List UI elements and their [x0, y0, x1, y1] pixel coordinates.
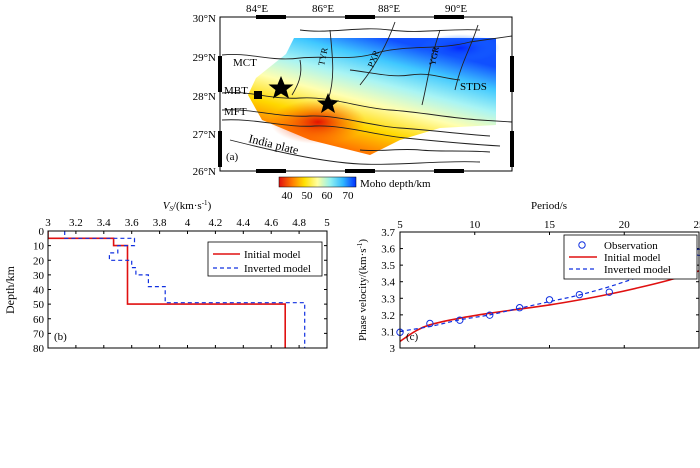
panel-c-frame [399, 231, 700, 349]
lat-tick-26: 26°N [193, 166, 216, 178]
b-ytick-label: 10 [33, 241, 45, 253]
b-xtick-label: 4 [185, 217, 191, 229]
b-ytick-label: 50 [33, 299, 45, 311]
observation-point [486, 311, 494, 319]
lat-tick-29: 29°N [193, 52, 216, 64]
panel-b-xlabel-sup: -1 [202, 199, 208, 207]
fault-label-ygr: YGR [427, 46, 441, 67]
c-xtick-label: 5 [397, 219, 403, 231]
observation-point [545, 296, 554, 304]
c-ytick-label: 3.1 [381, 326, 395, 338]
panel-b-label: (b) [54, 331, 67, 343]
lat-tick-27: 27°N [193, 129, 216, 141]
fault-lines [221, 21, 512, 165]
panel-a-map: 84°E 86°E 88°E 90°E 30°N 29°N 28°N 27°N … [193, 3, 514, 202]
lat-tick-28: 28°N [193, 91, 216, 103]
c-xtick-label: 20 [619, 219, 631, 231]
b-xtick-label: 4.8 [292, 217, 306, 229]
star-marker-west [268, 76, 294, 99]
lat-tick-30: 30°N [193, 13, 216, 25]
legend-c-inverted-label: Inverted model [604, 264, 671, 276]
panel-c-ylabel: Phase velocity/(km·s-1) [356, 239, 369, 341]
colorbar-tick-60: 60 [322, 190, 334, 202]
colorbar-tick-40: 40 [282, 190, 294, 202]
observation-point [515, 304, 524, 312]
b-xtick-label: 3.8 [153, 217, 167, 229]
fault-label-mbt: MBT [224, 85, 248, 97]
star-marker-east [317, 93, 339, 113]
panel-c-chart: Period/s 5 10 15 20 25 3 3.1 3.2 3.3 3.4 3.5 3.6 3.… [356, 200, 700, 355]
panel-c-ylabel-end: ) [357, 239, 369, 243]
b-ytick-label: 0 [39, 226, 45, 238]
moho-hotspot [270, 100, 366, 144]
legend-c-observation-swatch [578, 241, 586, 249]
observation-point [605, 288, 613, 296]
b-xtick-label: 5 [324, 217, 330, 229]
b-xtick-label: 4.6 [264, 217, 278, 229]
lon-tick-88: 88°E [378, 3, 400, 15]
map-frame-marks [218, 15, 514, 173]
c-ytick-label: 3.6 [381, 244, 395, 256]
panel-c-legend: Observation Initial model Inverted model [563, 234, 698, 280]
panel-b-xlabel-end: ) [208, 200, 212, 212]
panel-c-initial-model-line [400, 270, 699, 343]
colorbar-label: Moho depth/km [360, 178, 431, 190]
c-xtick-label: 10 [469, 219, 481, 231]
moho-colorbar [278, 176, 357, 188]
panel-b-ylabel: Depth/km [3, 265, 17, 314]
panel-b-xlabel: VS/(km·s-1) [163, 199, 212, 213]
b-ytick-label: 70 [33, 328, 45, 340]
lon-tick-84: 84°E [246, 3, 268, 15]
c-xtick-label: 25 [694, 219, 700, 231]
panel-b-xlabel-main: V [163, 200, 171, 212]
colorbar-tick-70: 70 [343, 190, 355, 202]
lon-tick-90: 90°E [445, 3, 467, 15]
legend-c-observation-label: Observation [604, 240, 658, 252]
c-ytick-label: 3.2 [381, 310, 395, 322]
panel-b-inverted-model-line [64, 231, 306, 348]
b-ytick-label: 30 [33, 270, 45, 282]
b-ytick-label: 60 [33, 314, 45, 326]
panel-a-label: (a) [226, 151, 239, 163]
panel-b-xticks: 3 3.2 3.4 3.6 3.8 4 4.2 4.4 4.6 4.8 5 [45, 217, 330, 348]
legend-b-initial-label: Initial model [244, 249, 301, 261]
lon-tick-86: 86°E [312, 3, 334, 15]
observation-point [456, 316, 464, 324]
station-square-marker [254, 91, 262, 99]
panel-b-xlabel-rest: /(km·s [173, 200, 202, 212]
panel-c-label: (c) [406, 331, 419, 343]
legend-c-initial-label: Initial model [604, 252, 661, 264]
b-xtick-label: 3.4 [97, 217, 111, 229]
panel-b-frame [47, 230, 328, 349]
b-ytick-label: 80 [33, 343, 45, 355]
fault-label-mft: MFT [224, 106, 247, 118]
panel-b-legend: Initial model Inverted model [207, 241, 323, 277]
b-xtick-label: 3.2 [69, 217, 83, 229]
c-xtick-label: 15 [544, 219, 556, 231]
c-ytick-label: 3.5 [381, 260, 395, 272]
b-ytick-label: 40 [33, 285, 45, 297]
colorbar-tick-50: 50 [302, 190, 314, 202]
observation-point [426, 319, 434, 328]
panel-b-chart: VS/(km·s-1) 3 3.2 3.4 3.6 3.8 4 4.2 4.4 4.6 4.8 5 … [3, 199, 330, 355]
panel-c-ylabel-sup: -1 [356, 242, 364, 248]
observation-point [575, 290, 584, 299]
c-ytick-label: 3 [390, 343, 396, 355]
panel-c-ylabel-main: Phase velocity/(km·s [357, 248, 369, 341]
panel-b-xlabel-sub: S [169, 205, 173, 213]
panel-c-xlabel: Period/s [531, 200, 567, 212]
c-ytick-label: 3.4 [381, 277, 395, 289]
fault-label-mct: MCT [233, 57, 257, 69]
legend-b-inverted-label: Inverted model [244, 263, 311, 275]
fault-label-stds: STDS [460, 81, 487, 93]
b-ytick-label: 20 [33, 255, 45, 267]
b-xtick-label: 3.6 [125, 217, 139, 229]
c-ytick-label: 3.3 [381, 293, 395, 305]
b-xtick-label: 4.4 [236, 217, 250, 229]
b-xtick-label: 4.2 [209, 217, 223, 229]
fault-label-tyr: TYR [316, 47, 330, 67]
b-xtick-label: 3 [45, 217, 51, 229]
c-ytick-label: 3.7 [381, 227, 395, 239]
